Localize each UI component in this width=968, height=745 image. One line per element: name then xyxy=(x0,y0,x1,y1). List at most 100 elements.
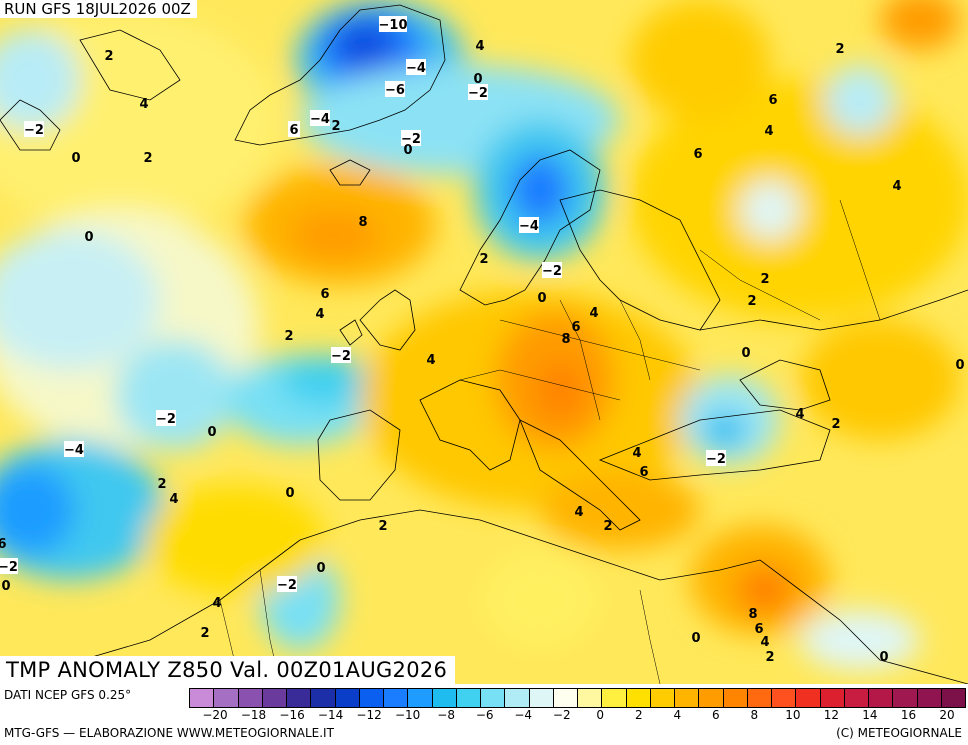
svg-text:−2: −2 xyxy=(706,452,726,467)
svg-text:4: 4 xyxy=(475,39,484,54)
contour-label: 6 xyxy=(639,465,648,480)
contour-label: 2 xyxy=(157,477,166,492)
scale-swatch xyxy=(772,689,797,707)
scale-tick-label: −4 xyxy=(514,708,533,722)
svg-text:4: 4 xyxy=(632,446,641,461)
svg-text:−2: −2 xyxy=(277,578,297,593)
contour-label: 4 xyxy=(760,635,769,650)
svg-text:4: 4 xyxy=(574,505,583,520)
svg-text:2: 2 xyxy=(765,650,774,665)
scale-swatch xyxy=(214,689,239,707)
contour-label: 4 xyxy=(574,505,583,520)
svg-text:0: 0 xyxy=(691,631,700,646)
contour-label: 2 xyxy=(284,329,293,344)
scale-swatch xyxy=(384,689,409,707)
scale-swatch xyxy=(287,689,312,707)
contour-label: 6 xyxy=(288,121,300,138)
scale-tick-label: −20 xyxy=(202,708,228,722)
svg-text:0: 0 xyxy=(207,425,216,440)
svg-text:6: 6 xyxy=(0,537,7,552)
svg-text:0: 0 xyxy=(285,486,294,501)
scale-swatch xyxy=(529,689,554,707)
scale-tick-label: 6 xyxy=(712,708,720,722)
scale-swatch xyxy=(820,689,845,707)
contour-label: 4 xyxy=(589,306,598,321)
variable-label: TMP ANOMALY Z850 Val. 00Z01AUG2026 xyxy=(0,656,456,684)
svg-text:2: 2 xyxy=(479,252,488,267)
scale-tick-label: −10 xyxy=(394,708,421,722)
scale-swatch xyxy=(602,689,627,707)
contour-label: −2 xyxy=(706,450,726,467)
scale-tick-label: −14 xyxy=(317,708,344,722)
svg-text:2: 2 xyxy=(378,519,387,534)
scale-tick-label: −2 xyxy=(552,708,571,722)
svg-text:2: 2 xyxy=(835,42,844,57)
scale-swatch xyxy=(723,689,748,707)
svg-text:−2: −2 xyxy=(542,264,562,279)
scale-swatch xyxy=(432,689,457,707)
svg-text:4: 4 xyxy=(760,635,769,650)
contour-label: 4 xyxy=(212,596,221,611)
contour-label: 2 xyxy=(104,49,113,64)
contour-label: 8 xyxy=(561,332,570,347)
contour-label: −2 xyxy=(156,410,176,427)
contour-label: 6 xyxy=(0,537,7,552)
coastlines xyxy=(0,4,968,684)
contour-label: 0 xyxy=(879,650,888,665)
contour-label: 2 xyxy=(603,519,612,534)
svg-text:−2: −2 xyxy=(331,349,351,364)
contour-label: −2 xyxy=(542,262,562,279)
contour-label: 6 xyxy=(320,287,329,302)
svg-text:4: 4 xyxy=(764,124,773,139)
scale-swatch xyxy=(844,689,869,707)
svg-text:−4: −4 xyxy=(519,219,539,234)
svg-text:6: 6 xyxy=(693,147,702,162)
scale-swatch xyxy=(262,689,287,707)
scale-tick-label: 20 xyxy=(939,708,955,722)
scale-tick-label: −18 xyxy=(240,708,267,722)
color-scale xyxy=(189,688,966,708)
scale-tick-label: 0 xyxy=(596,708,605,722)
contour-label: −4 xyxy=(310,110,330,127)
svg-text:−4: −4 xyxy=(64,443,84,458)
scale-swatch xyxy=(505,689,530,707)
scale-swatch xyxy=(335,689,360,707)
contour-label: 6 xyxy=(571,320,580,335)
contour-label: 8 xyxy=(748,607,757,622)
svg-text:0: 0 xyxy=(473,72,482,87)
scale-tick-label: −6 xyxy=(475,708,494,722)
contour-label: −2 xyxy=(401,130,421,147)
svg-text:0: 0 xyxy=(955,358,964,373)
svg-text:2: 2 xyxy=(603,519,612,534)
scale-swatch xyxy=(311,689,336,707)
scale-swatch xyxy=(893,689,918,707)
scale-swatch xyxy=(626,689,651,707)
contour-label: 4 xyxy=(169,492,178,507)
contour-label: 2 xyxy=(479,252,488,267)
scale-swatch xyxy=(578,689,603,707)
svg-text:6: 6 xyxy=(754,622,763,637)
contour-label: 4 xyxy=(764,124,773,139)
scale-tick-label: 16 xyxy=(900,708,917,722)
contour-label: −2 xyxy=(277,576,297,593)
color-scale-ticks: −20 −18 −16 −14 −12 −10 −8 −6 −4 −2 0 2 4 6 8 10 12 14 16 2… xyxy=(189,708,965,724)
scale-swatch xyxy=(747,689,772,707)
contour-label: 0 xyxy=(741,346,750,361)
scale-swatch xyxy=(553,689,578,707)
scale-swatch xyxy=(190,689,215,707)
svg-text:6: 6 xyxy=(639,465,648,480)
svg-text:6: 6 xyxy=(768,93,777,108)
contour-label: 4 xyxy=(892,179,901,194)
scale-tick-label: 4 xyxy=(673,708,682,722)
scale-tick-label: −16 xyxy=(279,708,305,722)
svg-text:−2: −2 xyxy=(156,412,176,427)
scale-tick-label: −12 xyxy=(356,708,382,722)
scale-swatch xyxy=(941,689,966,707)
svg-text:0: 0 xyxy=(537,291,546,306)
scale-swatch xyxy=(650,689,675,707)
svg-text:2: 2 xyxy=(143,151,152,166)
contour-label: 6 xyxy=(768,93,777,108)
scale-swatch xyxy=(359,689,384,707)
scale-swatch xyxy=(699,689,724,707)
